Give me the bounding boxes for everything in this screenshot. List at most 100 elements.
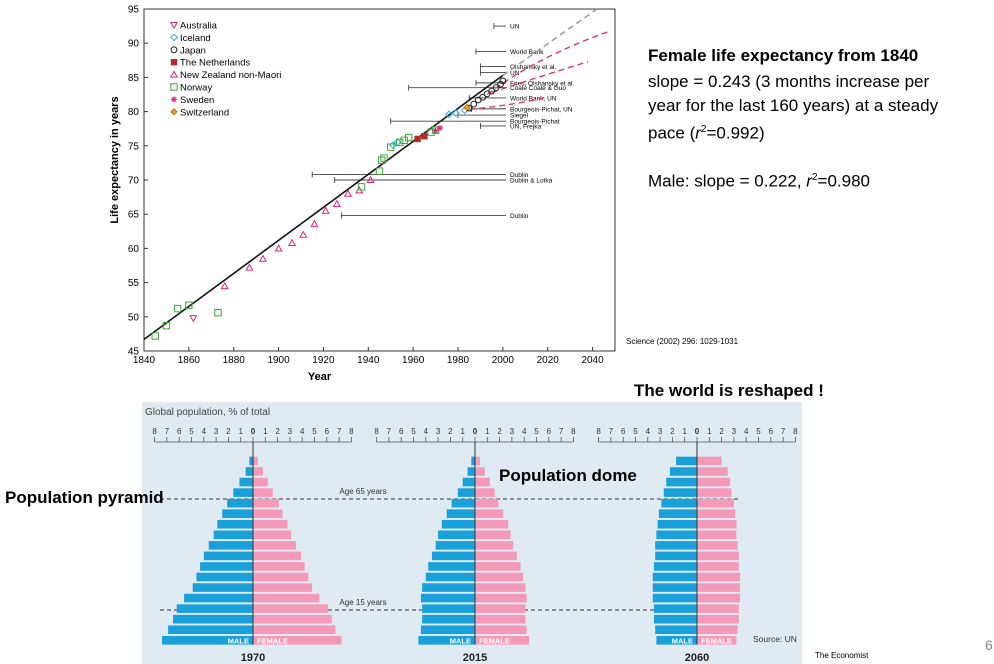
male-bar	[422, 614, 475, 624]
male-bar	[653, 562, 697, 571]
male-bar	[657, 519, 697, 529]
line3-pre: pace (	[648, 123, 696, 143]
male-bar	[222, 509, 253, 518]
female-bar	[697, 604, 739, 613]
scale-tick-label: 0	[473, 427, 478, 436]
projection-label: Coale Coale & Guo	[510, 85, 566, 92]
line3-r: r	[695, 123, 701, 143]
male-bar	[245, 467, 253, 476]
scale-tick-label: 3	[214, 427, 219, 436]
data-point	[220, 281, 229, 290]
male-bar	[431, 551, 475, 561]
x-tick-label: 1900	[267, 355, 290, 366]
scale-tick-label: 4	[300, 427, 305, 436]
scale-tick-label: 1	[460, 427, 465, 436]
legend-label: Norway	[180, 83, 212, 94]
y-tick-label: 90	[128, 39, 140, 50]
scale-tick-label: 7	[337, 427, 342, 436]
male-slope-text: Male: slope = 0.222, r2=0.980	[648, 167, 870, 192]
female-bar	[697, 467, 728, 476]
legend-label: Japan	[180, 45, 206, 56]
legend-marker	[170, 96, 178, 103]
y-tick-label: 45	[128, 347, 140, 358]
citation: Science (2002) 296: 1029-1031	[626, 337, 739, 346]
data-point	[185, 301, 193, 309]
data-point	[258, 254, 267, 262]
scale-tick-label: 6	[621, 427, 626, 436]
female-bar	[475, 593, 527, 603]
male-post: =0.980	[817, 171, 871, 191]
scale-tick-label: 7	[165, 427, 170, 436]
scale-tick-label: 4	[202, 427, 207, 436]
data-point	[414, 135, 421, 143]
scale-tick-label: 5	[633, 427, 638, 436]
male-bar	[666, 477, 697, 487]
female-bar	[253, 636, 342, 645]
female-bar	[253, 614, 332, 624]
male-bar	[446, 509, 475, 518]
scale-tick-label: 3	[288, 427, 293, 436]
scale-tick-label: 4	[646, 427, 651, 436]
population-pyramid-label: Population pyramid	[5, 488, 164, 507]
source-label: Source: UN	[753, 634, 797, 644]
female-bar	[697, 614, 739, 624]
economist-credit: The Economist	[815, 651, 869, 660]
life-expectancy-chart: 1840 1860 1880 1900 1920 1940 1960 1980 2000 2020…	[109, 5, 616, 383]
male-bar	[435, 541, 475, 550]
female-bar	[253, 625, 336, 635]
projection-label: Fries, Olshansky et al.	[510, 80, 574, 87]
x-tick-label: 2000	[492, 355, 515, 366]
data-point	[332, 199, 341, 207]
x-tick-label: 1880	[223, 355, 246, 366]
scale-tick-label: 8	[793, 427, 798, 436]
age-65-label: Age 65 years	[339, 487, 386, 496]
legend-marker	[170, 33, 178, 42]
male-bar	[249, 456, 253, 466]
data-point	[436, 124, 444, 132]
scale-tick-label: 6	[547, 427, 552, 436]
scale-tick-label: 3	[436, 427, 441, 436]
female-bar	[475, 509, 504, 518]
female-label: FEMALE	[257, 637, 288, 646]
female-bar	[253, 572, 309, 582]
projection-label: World Bank	[510, 49, 544, 56]
scale-tick-label: 7	[559, 427, 564, 436]
legend-marker	[169, 70, 179, 78]
male-bar	[467, 467, 475, 476]
scale-tick-label: 1	[485, 427, 490, 436]
data-point	[375, 167, 384, 175]
y-tick-label: 75	[128, 141, 140, 152]
projection-label: Dublin	[510, 172, 529, 179]
female-bar	[475, 614, 526, 624]
female-bar	[475, 541, 514, 550]
projection-label: Bourgeois-Pichat	[510, 119, 560, 126]
male-label: MALE	[228, 637, 249, 646]
projection-label: Bourgeois-Pichat, UN	[510, 106, 573, 113]
legend-marker	[170, 59, 178, 66]
female-bar	[253, 456, 258, 466]
female-bar	[475, 456, 480, 466]
page-number: 6	[985, 637, 993, 653]
male-bar	[457, 488, 475, 497]
female-bar	[475, 551, 517, 561]
male-bar	[227, 498, 253, 508]
reshaped-heading: The world is reshaped !	[634, 381, 824, 400]
x-tick-label: 2020	[537, 355, 560, 366]
data-point	[432, 127, 439, 134]
male-bar	[663, 488, 697, 497]
scale-tick-label: 0	[695, 427, 700, 436]
side-text-line1: slope = 0.243 (3 months increase per	[648, 72, 930, 91]
female-bar	[697, 498, 734, 508]
scale-tick-label: 2	[719, 427, 724, 436]
projection-label: UN	[510, 70, 520, 77]
female-bar	[475, 530, 511, 540]
x-tick-label: 1940	[357, 355, 380, 366]
male-bar	[669, 467, 697, 476]
female-bar	[475, 636, 530, 645]
male-bar	[418, 636, 475, 645]
projection-curve	[469, 95, 548, 111]
projection-label: UN, Frejka	[510, 123, 541, 130]
female-bar	[253, 498, 279, 508]
scale-tick-label: 3	[510, 427, 515, 436]
scale-tick-label: 2	[226, 427, 231, 436]
